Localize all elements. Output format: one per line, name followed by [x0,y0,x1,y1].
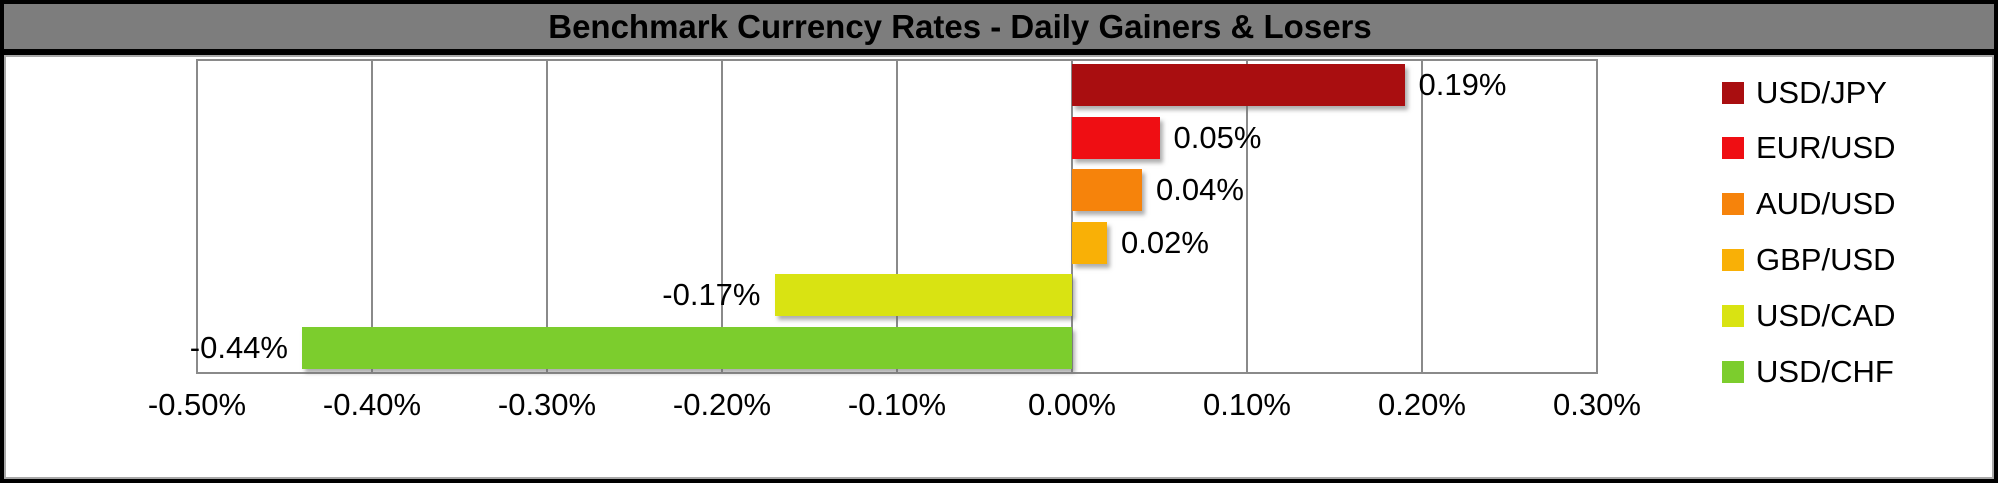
x-tick-label: -0.50% [147,387,247,422]
chart-title-bar: Benchmark Currency Rates - Daily Gainers… [4,4,1994,49]
x-tick-label: -0.40% [322,387,422,422]
bar-usd-cad [774,274,1072,317]
legend-label: USD/JPY [1756,74,1887,110]
chart-area: -0.50% -0.40% -0.30% -0.20% -0.10% 0.00% 0.10%… [4,55,1994,479]
bar-value-label: 0.02% [1121,224,1209,260]
x-tick-label: -0.10% [847,387,947,422]
legend-swatch-icon [1722,305,1744,328]
bar-value-label: -0.17% [662,277,761,313]
x-tick-label: -0.30% [497,387,597,422]
bar-usd-chf [302,326,1072,369]
x-tick-label: 0.30% [1553,387,1641,422]
legend-swatch-icon [1722,137,1744,160]
gridline [546,59,548,374]
gridline [371,59,373,374]
bar-value-label: -0.44% [189,329,288,365]
legend-label: USD/CAD [1756,298,1896,334]
gridline [196,59,198,374]
bar-aud-usd [1072,169,1142,212]
x-tick-label: -0.20% [672,387,772,422]
legend-item-eur-usd: EUR/USD [1722,130,1896,166]
legend-swatch-icon [1722,81,1744,104]
x-tick-label: 0.10% [1203,387,1291,422]
bar-gbp-usd [1072,221,1107,264]
legend-label: USD/CHF [1756,354,1894,389]
gridline [1071,59,1073,374]
legend-item-usd-chf: USD/CHF [1722,354,1894,390]
legend-item-usd-jpy: USD/JPY [1722,75,1887,111]
bar-value-label: 0.05% [1173,119,1262,155]
gridline [1596,59,1598,374]
legend-swatch-icon [1722,193,1744,216]
bar-value-label: 0.04% [1156,172,1244,208]
legend-item-aud-usd: AUD/USD [1722,186,1896,222]
legend-swatch-icon [1722,361,1744,383]
bar-usd-jpy [1072,64,1405,107]
x-tick-label: 0.20% [1378,387,1466,422]
gridline [1421,59,1423,374]
legend-label: AUD/USD [1756,186,1896,222]
bar-eur-usd [1072,116,1160,159]
legend-item-gbp-usd: GBP/USD [1722,242,1896,278]
chart-title: Benchmark Currency Rates - Daily Gainers… [548,7,1372,45]
legend-swatch-icon [1722,249,1744,272]
legend-label: GBP/USD [1756,242,1896,278]
legend-label: EUR/USD [1756,130,1896,166]
plot-root: -0.50% -0.40% -0.30% -0.20% -0.10% 0.00% 0.10%… [6,57,1992,477]
x-tick-label: 0.00% [1028,387,1116,422]
gridline [721,59,723,374]
bar-value-label: 0.19% [1418,67,1507,103]
gridline [1246,59,1248,374]
gridline [896,59,898,374]
legend-item-usd-cad: USD/CAD [1722,298,1896,334]
